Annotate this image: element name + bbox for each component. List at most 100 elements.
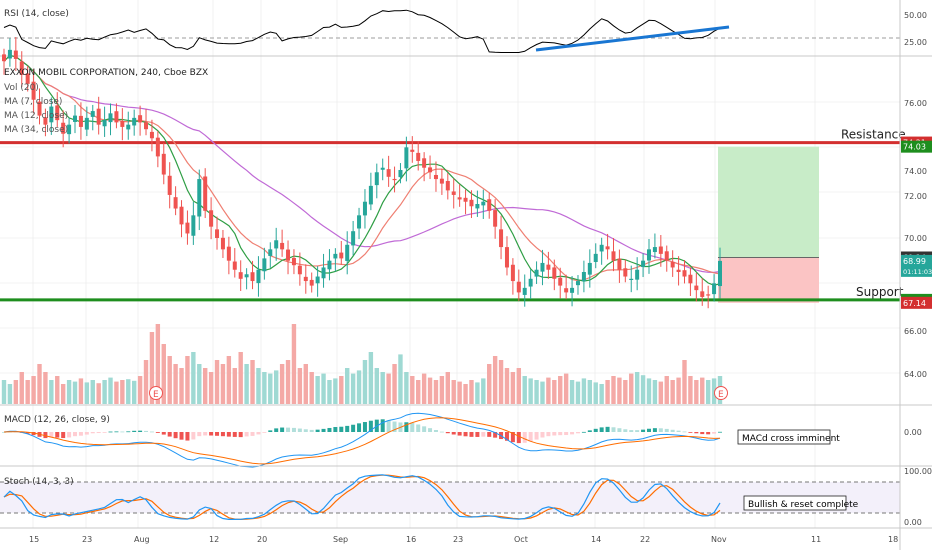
macd-tick: 0.00 [904, 428, 922, 437]
candle-body [481, 201, 486, 206]
candle-body [694, 285, 699, 291]
candle-body [575, 281, 580, 286]
volume-bar [131, 380, 137, 404]
stoch-panel[interactable]: Stoch (14, 3, 3) 100.00 0.00 Bullish & r… [0, 467, 932, 527]
volume-bar [694, 380, 699, 404]
candle-body [244, 274, 249, 278]
candle [2, 48, 6, 75]
earnings-marker-1[interactable]: E [149, 386, 163, 401]
time-tick: 23 [82, 535, 92, 544]
volume-bar [617, 377, 622, 404]
stop-zone[interactable] [718, 257, 819, 303]
candle-body [345, 244, 350, 261]
volume-bar [262, 372, 267, 404]
candle-body [428, 167, 433, 173]
price-label-text: 74.03 [903, 143, 926, 152]
candle [593, 243, 598, 269]
macd-panel[interactable]: MACD (12, 26, close, 9) 0.00 MACd cross … [2, 412, 922, 468]
candle-body [487, 199, 492, 211]
candle [457, 184, 462, 207]
candle-body [132, 117, 137, 126]
volume-bar [611, 376, 616, 404]
candle-body [262, 258, 267, 272]
macd-hist-bar [262, 432, 267, 433]
price-tick: 64.00 [904, 370, 927, 379]
candle [351, 220, 356, 256]
candle-body [226, 246, 231, 261]
volume-bar [37, 364, 42, 404]
volume-bar [55, 376, 60, 404]
candle-body [623, 268, 628, 277]
candle [209, 197, 214, 240]
candle [291, 249, 296, 275]
candle [664, 245, 669, 272]
time-tick: 18 [888, 535, 898, 544]
candle-body [404, 147, 409, 169]
candle [55, 92, 60, 128]
rsi-panel[interactable]: RSI (14, close) 50.00 25.00 [0, 9, 927, 53]
volume-bar [179, 368, 184, 404]
macd-hist-bar [528, 432, 533, 442]
rsi-line [3, 9, 721, 53]
target-zone[interactable] [718, 146, 819, 258]
volume-bar [339, 376, 344, 404]
candle [114, 103, 119, 129]
candle-body [718, 260, 722, 287]
macd-hist-bar [43, 432, 48, 439]
candle [339, 240, 344, 265]
volume-bar [43, 372, 48, 404]
candle [599, 237, 604, 265]
candle-body [528, 278, 533, 287]
candle [226, 236, 231, 275]
candle-body [309, 279, 314, 286]
candle-body [144, 122, 149, 130]
candle-body [664, 251, 669, 261]
candle-body [706, 294, 711, 296]
price-axis[interactable]: 76.00 74.00 72.00 70.00 66.00 64.00 [904, 99, 927, 379]
rsi-tick-25: 25.00 [904, 38, 927, 47]
candle [694, 272, 699, 302]
candle-body [291, 257, 296, 266]
volume-bar [700, 377, 705, 404]
macd-hist-bar [629, 430, 634, 432]
macd-hist-bar [676, 430, 681, 432]
macd-hist-bar [185, 432, 190, 441]
volume-bar [629, 373, 634, 404]
candle [43, 108, 48, 137]
macd-hist-bar [167, 432, 172, 437]
volume-bar [90, 380, 95, 404]
earnings-marker-2[interactable]: E [714, 386, 728, 401]
candle [516, 269, 521, 301]
candle-body [197, 179, 202, 217]
candle [7, 38, 12, 67]
candle [445, 173, 450, 200]
time-axis[interactable]: 15 23 Aug 12 20 Sep 16 23 Oct 14 22 Nov … [29, 535, 898, 544]
candle-body [564, 288, 569, 293]
macd-hist-bar [179, 432, 184, 440]
candle [416, 141, 421, 171]
candle-body [629, 278, 634, 280]
candle-body [351, 231, 356, 246]
macd-hist-bar [368, 420, 373, 432]
candle-body [652, 247, 657, 253]
volume-bar [569, 380, 575, 404]
macd-annotation-box[interactable] [737, 429, 831, 445]
stoch-annotation-box[interactable] [743, 495, 847, 511]
macd-hist-bar [706, 432, 711, 435]
volume-bar [528, 378, 533, 404]
volume-bar [102, 380, 107, 404]
macd-hist-bar [641, 429, 646, 432]
macd-hist-bar [433, 429, 438, 432]
candle-body [605, 246, 610, 250]
candle [623, 259, 628, 283]
legend-ma34: MA (34, close) [4, 125, 68, 135]
candle [19, 51, 24, 88]
legend-ma12: MA (12, close) [4, 111, 68, 121]
volume-bar [670, 380, 675, 404]
candle-body [120, 120, 125, 127]
price-panel[interactable]: Resistance Support E E EXXON MOBIL CORPO… [0, 37, 932, 404]
candle [546, 251, 551, 279]
volume-bar [285, 360, 291, 404]
